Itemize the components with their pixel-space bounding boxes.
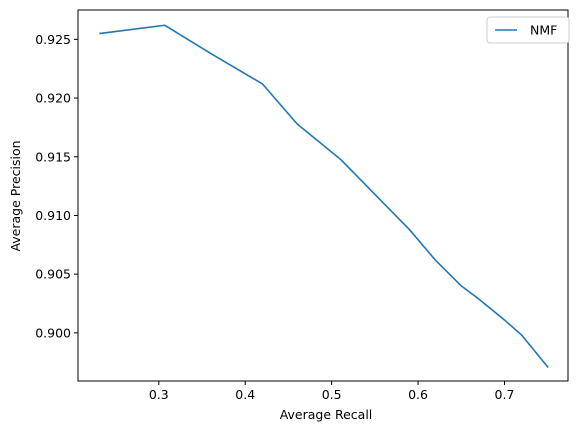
y-tick-label: 0.915 <box>35 149 71 164</box>
series-line-nmf <box>99 24 549 369</box>
y-axis-label: Average Precision <box>8 140 23 251</box>
x-axis-ticks: 0.3 0.4 0.5 0.6 0.7 <box>149 381 515 402</box>
y-tick-label: 0.925 <box>35 32 71 47</box>
legend: NMF <box>486 16 570 44</box>
x-axis-label: Average Recall <box>280 407 373 422</box>
y-tick-label: 0.905 <box>35 267 71 282</box>
y-tick-label: 0.900 <box>35 325 71 340</box>
plot-background <box>78 10 568 381</box>
x-tick-label: 0.5 <box>322 387 342 402</box>
y-tick-label: 0.910 <box>35 208 71 223</box>
legend-box <box>486 16 570 44</box>
x-tick-label: 0.7 <box>495 387 515 402</box>
axes-frame <box>77 9 569 382</box>
x-tick-label: 0.4 <box>235 387 255 402</box>
axes-border <box>77 9 569 382</box>
x-tick-label: 0.3 <box>149 387 169 402</box>
x-tick-label: 0.6 <box>408 387 428 402</box>
y-axis-ticks: 0.900 0.905 0.910 0.915 0.920 0.925 <box>35 32 78 340</box>
plot-area <box>78 10 568 381</box>
legend-label-nmf: NMF <box>530 23 557 38</box>
y-tick-label: 0.920 <box>35 91 71 106</box>
series-layer <box>99 24 549 369</box>
